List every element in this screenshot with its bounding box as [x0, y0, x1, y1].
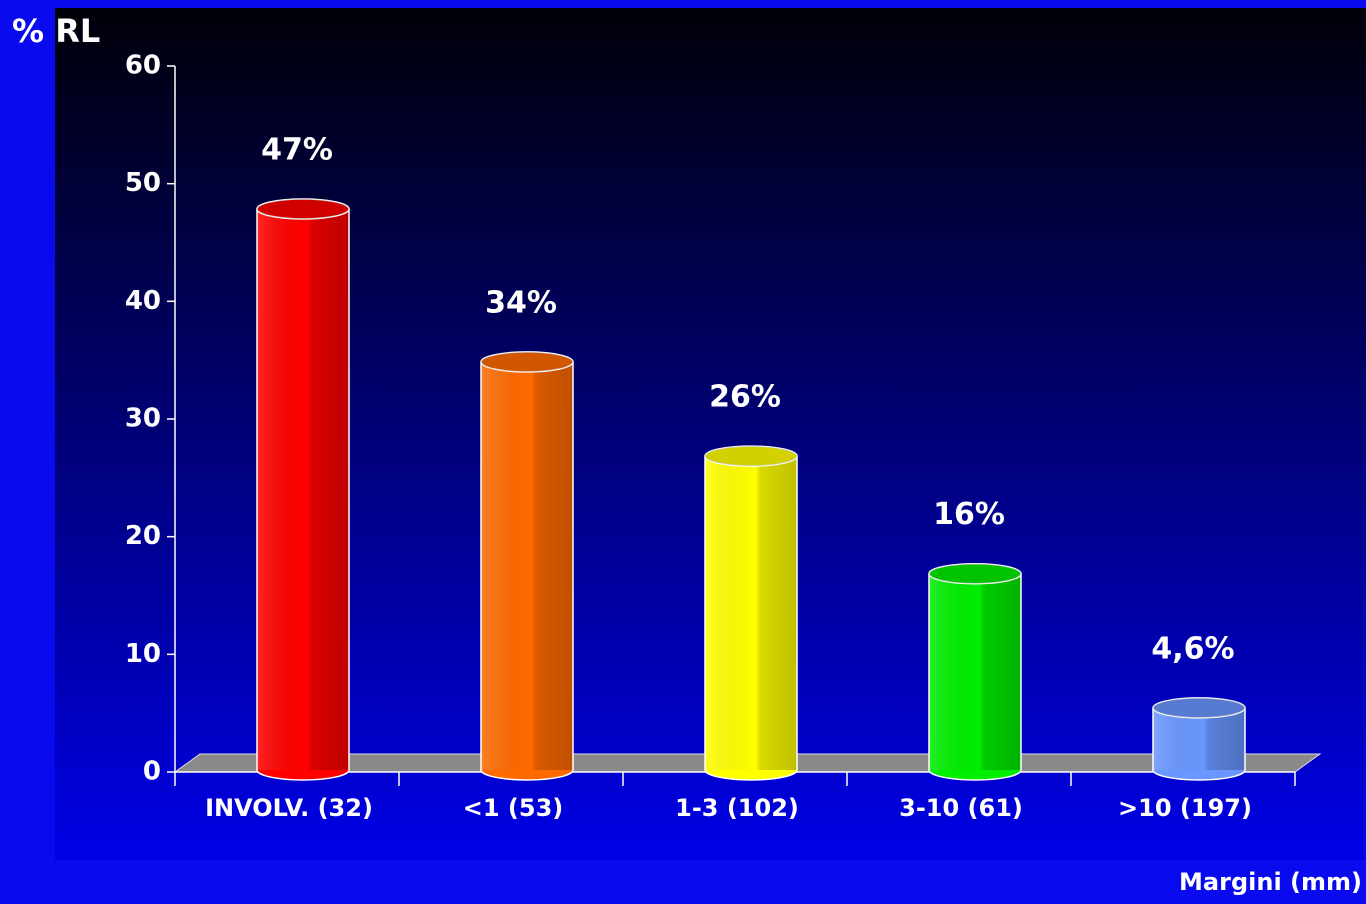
- y-tick-label: 20: [125, 521, 161, 551]
- value-label: 47%: [261, 132, 333, 167]
- y-tick-label: 50: [125, 168, 161, 198]
- x-tick-label: INVOLV. (32): [205, 794, 373, 822]
- x-tick-label: <1 (53): [463, 794, 564, 822]
- bar-top-shade: [257, 198, 349, 219]
- bar-shade: [257, 208, 349, 770]
- bar-top: [256, 198, 350, 220]
- bar-top-shade: [1153, 697, 1245, 718]
- bar-top-shade: [929, 563, 1021, 584]
- value-label: 4,6%: [1151, 631, 1234, 666]
- value-label: 16%: [933, 497, 1005, 532]
- bar-top-shade: [481, 351, 573, 372]
- x-tick-label: 3-10 (61): [899, 794, 1023, 822]
- y-tick-label: 10: [125, 639, 161, 669]
- x-axis-label: Margini (mm): [1179, 868, 1362, 896]
- x-tick-label: 1-3 (102): [675, 794, 799, 822]
- bar-shade: [705, 456, 797, 770]
- y-tick-label: 60: [125, 51, 161, 81]
- bar-shade: [481, 361, 573, 770]
- bar-top: [480, 351, 574, 373]
- value-label: 34%: [485, 285, 557, 320]
- bar-top: [704, 445, 798, 467]
- bar-shade: [929, 573, 1021, 770]
- x-tick-label: >10 (197): [1118, 794, 1252, 822]
- value-label: 26%: [709, 380, 781, 415]
- y-tick-label: 30: [125, 404, 161, 434]
- bar-top: [1152, 697, 1246, 719]
- y-axis-label: % RL: [12, 12, 100, 50]
- y-tick-label: 0: [143, 757, 161, 787]
- bar-top: [928, 562, 1022, 585]
- y-tick-label: 40: [125, 286, 161, 316]
- bar-top-shade: [705, 446, 797, 467]
